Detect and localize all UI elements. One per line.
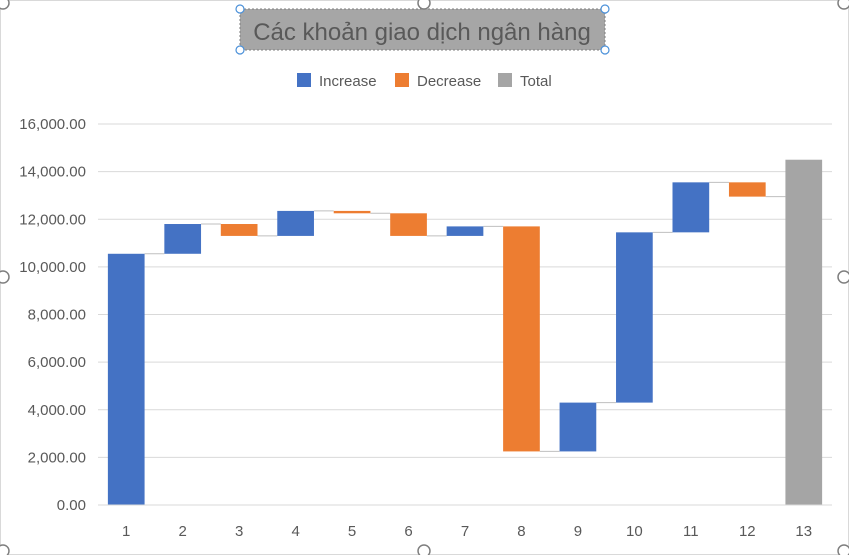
legend-item-decrease[interactable]: Decrease [395, 73, 481, 90]
x-tick-label: 12 [739, 523, 756, 540]
title-box[interactable]: Các khoản giao dịch ngân hàng [235, 4, 610, 55]
title-resize-handle-br[interactable] [600, 45, 610, 55]
bars [107, 159, 823, 505]
chart-resize-handle-left[interactable] [0, 270, 10, 284]
x-tick-label: 7 [461, 523, 469, 540]
legend-label: Decrease [417, 73, 481, 90]
bar-total[interactable] [785, 159, 823, 505]
chart-resize-handle-bl[interactable] [0, 544, 10, 555]
chart-title: Các khoản giao dịch ngân hàng [253, 19, 591, 46]
y-tick-label: 2,000.00 [28, 449, 86, 466]
bar-decrease[interactable] [220, 224, 258, 236]
x-tick-label: 11 [683, 523, 699, 540]
y-tick-label: 16,000.00 [19, 116, 86, 133]
x-tick-label: 6 [404, 523, 412, 540]
chart-resize-handle-top[interactable] [417, 0, 431, 10]
x-tick-label: 1 [122, 523, 130, 540]
x-tick-label: 8 [517, 523, 525, 540]
y-tick-label: 6,000.00 [28, 354, 86, 371]
chart-resize-handle-br[interactable] [837, 544, 849, 555]
bar-increase[interactable] [164, 224, 202, 254]
chart-resize-handle-bottom[interactable] [417, 544, 431, 555]
y-tick-label: 4,000.00 [28, 402, 86, 419]
bar-increase[interactable] [446, 226, 484, 236]
y-tick-label: 8,000.00 [28, 307, 86, 324]
bar-increase[interactable] [559, 402, 597, 452]
title-resize-handle-bl[interactable] [235, 45, 245, 55]
y-tick-label: 0.00 [57, 497, 86, 514]
y-axis: 0.00 2,000.00 4,000.00 6,000.00 8,000.00 10,0… [19, 116, 86, 514]
x-tick-label: 2 [179, 523, 187, 540]
chart-resize-handle-tr[interactable] [837, 0, 849, 10]
legend-swatch [297, 73, 311, 87]
legend-swatch [395, 73, 409, 87]
bar-decrease[interactable] [503, 226, 540, 452]
legend-label: Increase [319, 73, 377, 90]
chart-resize-handle-right[interactable] [837, 270, 849, 284]
y-tick-label: 10,000.00 [19, 259, 86, 276]
bar-decrease[interactable] [390, 213, 427, 236]
y-tick-label: 12,000.00 [19, 211, 86, 228]
bar-decrease[interactable] [728, 182, 766, 197]
legend-item-increase[interactable]: Increase [297, 73, 377, 90]
title-resize-handle-tr[interactable] [600, 4, 610, 14]
bar-decrease[interactable] [333, 210, 371, 214]
y-tick-label: 14,000.00 [19, 164, 86, 181]
bar-increase[interactable] [277, 210, 314, 236]
x-tick-label: 4 [291, 523, 299, 540]
x-tick-label: 13 [795, 523, 812, 540]
legend: Increase Decrease Total [297, 73, 552, 90]
bar-increase[interactable] [107, 253, 145, 505]
bar-increase[interactable] [616, 232, 653, 403]
x-tick-label: 10 [626, 523, 643, 540]
connector-lines [144, 181, 786, 452]
x-tick-label: 5 [348, 523, 356, 540]
x-tick-label: 9 [574, 523, 582, 540]
title-selection-box [239, 8, 606, 51]
bar-increase[interactable] [672, 182, 710, 233]
chart-resize-handle-tl[interactable] [0, 0, 10, 10]
legend-swatch [498, 73, 512, 87]
legend-label: Total [520, 73, 552, 90]
x-axis: 1 2 3 4 5 6 7 8 9 10 11 12 13 [98, 504, 832, 540]
title-resize-handle-tl[interactable] [235, 4, 245, 14]
x-tick-label: 3 [235, 523, 243, 540]
legend-item-total[interactable]: Total [498, 73, 552, 90]
